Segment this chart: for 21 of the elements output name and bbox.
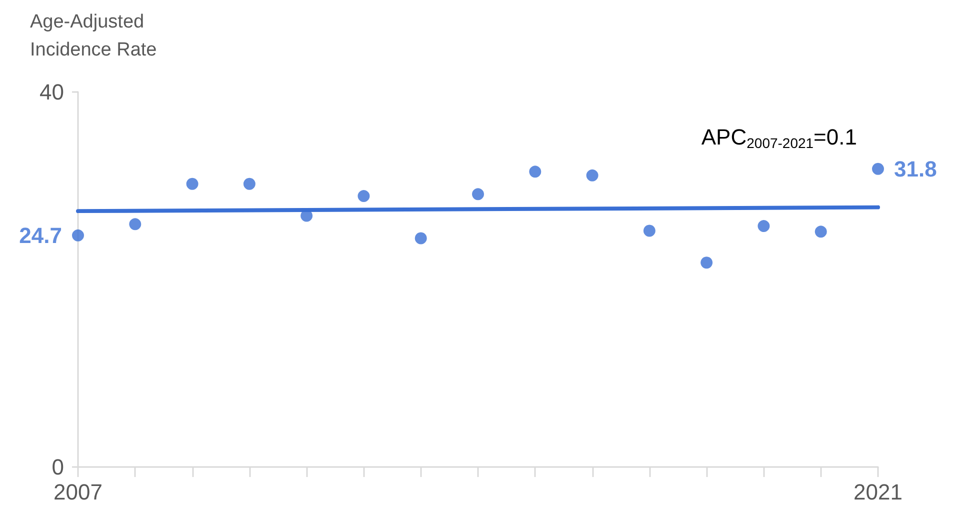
- x-tick-label: 2007: [54, 480, 102, 504]
- data-label: 31.8: [894, 156, 937, 182]
- point: [72, 229, 84, 242]
- point: [586, 169, 598, 182]
- point: [814, 226, 827, 238]
- point: [643, 224, 656, 237]
- point: [472, 188, 484, 200]
- point: [358, 190, 370, 202]
- point: [758, 220, 770, 232]
- point: [186, 178, 198, 190]
- point: [529, 166, 542, 178]
- y-axis-title: Age-Adjusted Incidence Rate: [30, 12, 157, 60]
- point: [872, 162, 884, 175]
- point: [129, 218, 142, 230]
- point: [243, 178, 256, 190]
- data-label: 24.7: [19, 222, 62, 248]
- x-tick-label: 2021: [854, 480, 902, 504]
- point: [700, 256, 713, 269]
- point: [414, 232, 427, 244]
- y-tick-label: 40: [40, 80, 64, 104]
- y-tick-label: 0: [52, 454, 64, 480]
